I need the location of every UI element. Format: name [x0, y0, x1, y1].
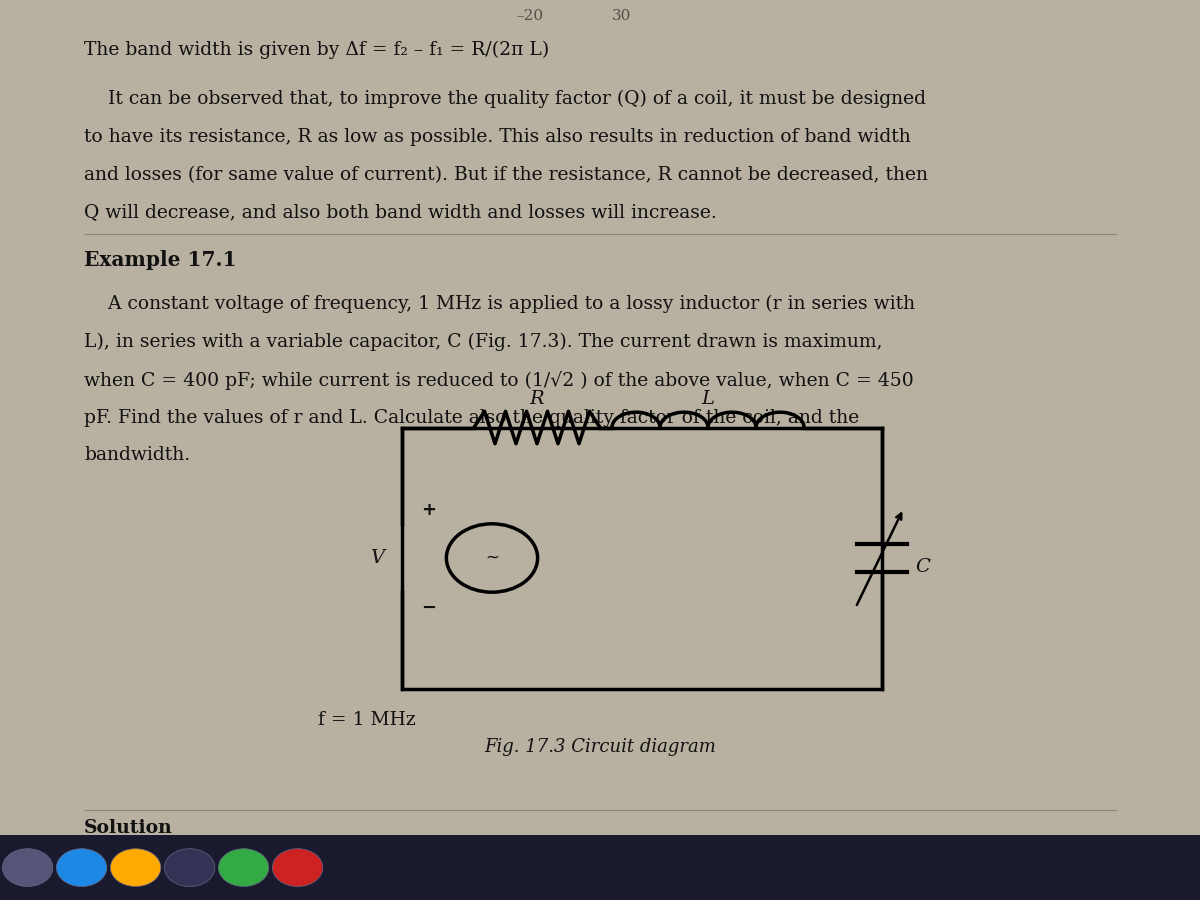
Text: when C = 400 pF; while current is reduced to (1/√2 ) of the above value, when C : when C = 400 pF; while current is reduce… [84, 371, 913, 390]
Text: and losses (for same value of current). But if the resistance, R cannot be decre: and losses (for same value of current). … [84, 166, 928, 184]
Text: +: + [421, 501, 436, 519]
Text: to have its resistance, R as low as possible. This also results in reduction of : to have its resistance, R as low as poss… [84, 128, 911, 146]
Text: Example 17.1: Example 17.1 [84, 250, 236, 270]
Text: −: − [421, 599, 436, 617]
Circle shape [218, 849, 269, 886]
Circle shape [2, 849, 53, 886]
Text: V: V [370, 549, 384, 567]
Text: L), in series with a variable capacitor, C (Fig. 17.3). The current drawn is max: L), in series with a variable capacitor,… [84, 333, 882, 351]
Circle shape [272, 849, 323, 886]
Text: L: L [702, 390, 714, 408]
Text: ~: ~ [485, 549, 499, 567]
Text: Solution: Solution [84, 819, 173, 837]
Text: f = 1 MHz: f = 1 MHz [318, 711, 415, 729]
Text: 30: 30 [612, 9, 631, 23]
Circle shape [164, 849, 215, 886]
Text: bandwidth.: bandwidth. [84, 446, 190, 464]
Text: The band width is given by Δf = f₂ – f₁ = R/(2π L): The band width is given by Δf = f₂ – f₁ … [84, 40, 550, 58]
Text: Fig. 17.3 Circuit diagram: Fig. 17.3 Circuit diagram [484, 738, 716, 756]
Text: –20: –20 [516, 9, 544, 23]
Circle shape [110, 849, 161, 886]
Bar [0, 835, 1200, 900]
Text: A constant voltage of frequency, 1 MHz is applied to a lossy inductor (r in seri: A constant voltage of frequency, 1 MHz i… [84, 295, 916, 313]
Text: pF. Find the values of r and L. Calculate also the quality factor of the coil, a: pF. Find the values of r and L. Calculat… [84, 409, 859, 427]
Text: Q will decrease, and also both band width and losses will increase.: Q will decrease, and also both band widt… [84, 203, 716, 221]
Circle shape [56, 849, 107, 886]
Bar [402, 428, 882, 688]
Text: It can be observed that, to improve the quality factor (Q) of a coil, it must be: It can be observed that, to improve the … [84, 90, 926, 108]
Text: C: C [916, 558, 930, 576]
Text: R: R [529, 390, 545, 408]
